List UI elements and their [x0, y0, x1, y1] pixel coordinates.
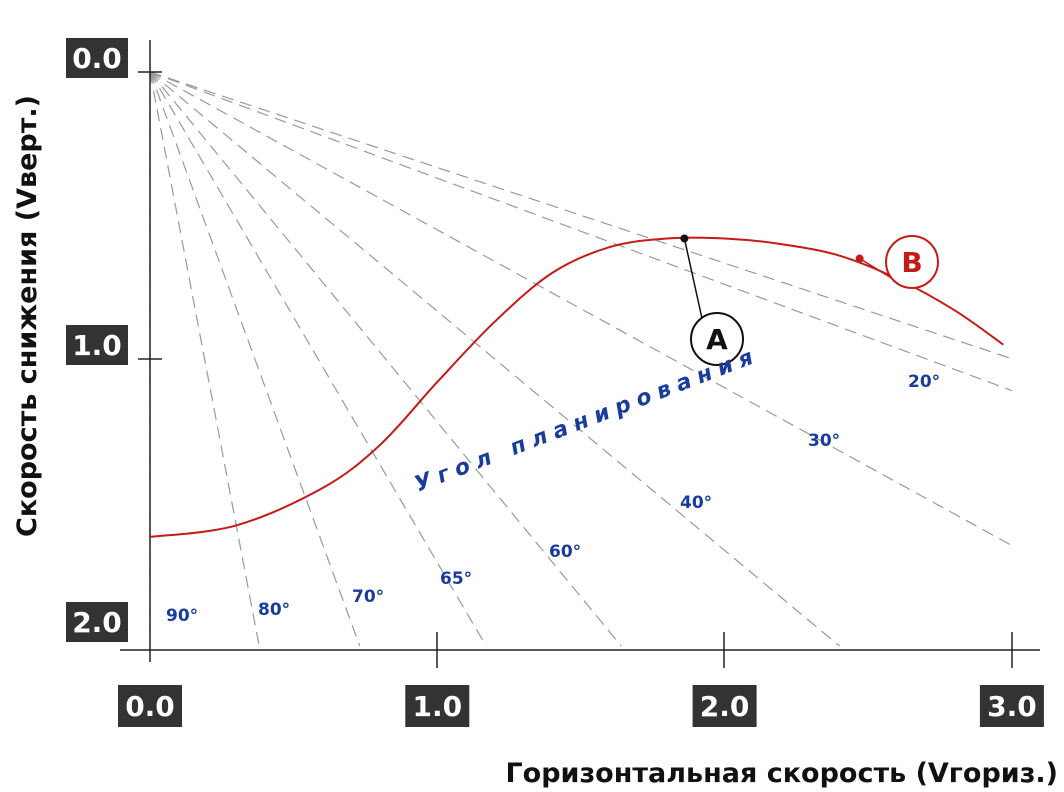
y-tick-label-1: 1.0 [66, 325, 128, 365]
x-axis-title: Горизонтальная скорость (Vгориз.) [505, 758, 1058, 789]
axes [120, 40, 1040, 668]
callout-label-A: A [706, 323, 728, 356]
x-tick-label-1: 1.0 [405, 685, 470, 727]
glide-angle-ray-1 [149, 71, 260, 647]
svg-text:2.0: 2.0 [700, 690, 750, 723]
glide-angle-ray-4 [149, 71, 622, 647]
angle-label-65: 65° [440, 569, 472, 589]
glide-angle-rays [149, 71, 1013, 647]
angle-label-40: 40° [680, 493, 712, 513]
angle-label-70: 70° [352, 587, 384, 607]
y-axis-title: Скорость снижения (Vверт.) [12, 95, 43, 537]
angle-label-60: 60° [549, 542, 581, 562]
x-tick-labels: 0.0 1.0 2.0 3.0 [118, 685, 1044, 727]
angle-label-90: 90° [166, 606, 198, 626]
glide-angle-ray-2 [149, 71, 361, 647]
angle-label-30: 30° [808, 431, 840, 451]
svg-text:1.0: 1.0 [412, 690, 462, 723]
svg-text:0.0: 0.0 [125, 690, 175, 723]
svg-text:3.0: 3.0 [987, 690, 1037, 723]
glide-angle-ray-5 [149, 71, 840, 647]
polar-curve [149, 236, 1004, 538]
callout-circle-B [885, 235, 939, 289]
callout-circle-A [690, 312, 744, 366]
glide-angle-ray-8 [149, 71, 1013, 360]
svg-text:1.0: 1.0 [72, 329, 122, 362]
glide-angle-ray-7 [149, 71, 1013, 392]
x-tick-label-0: 0.0 [118, 685, 182, 727]
y-tick-label-2: 2.0 [66, 602, 128, 642]
angle-label-80: 80° [258, 600, 290, 620]
x-tick-label-2: 2.0 [692, 685, 757, 727]
points-of-interest: AB [680, 234, 939, 366]
glide-angle-ray-3 [149, 71, 487, 647]
svg-text:0.0: 0.0 [72, 42, 122, 75]
angle-labels: 90° 80° 70° 65° 60° 40° 30° 20° [166, 372, 940, 626]
point-B [855, 254, 864, 263]
point-A [680, 234, 689, 243]
y-tick-label-0: 0.0 [66, 38, 128, 78]
glide-angle-ray-6 [149, 71, 1013, 547]
x-tick-label-3: 3.0 [979, 685, 1044, 727]
y-tick-labels: 0.0 1.0 2.0 [66, 38, 128, 642]
glide-angle-annotation: Угол планирования [411, 343, 763, 498]
curve-layer [149, 236, 1004, 538]
callout-label-B: B [901, 246, 922, 279]
svg-text:2.0: 2.0 [72, 606, 122, 639]
angle-label-20: 20° [908, 372, 940, 392]
callout-leader-A [683, 238, 704, 324]
